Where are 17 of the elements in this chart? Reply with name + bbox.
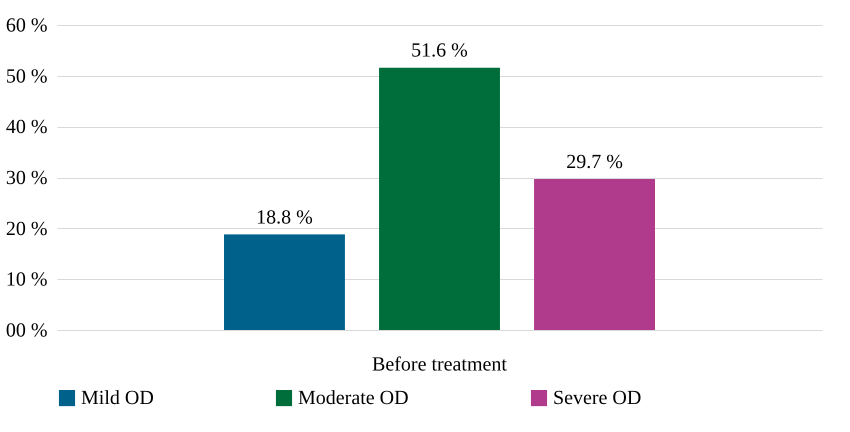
- y-tick-label: 10 %: [6, 268, 48, 291]
- data-label: 29.7 %: [566, 151, 623, 174]
- legend-label: Mild OD: [81, 387, 154, 409]
- bar: [534, 179, 655, 330]
- y-tick-label: 60 %: [6, 14, 48, 36]
- y-tick-label: 40 %: [6, 116, 48, 138]
- y-tick-label: 50 %: [6, 65, 48, 88]
- x-tick-label: Before treatment: [372, 354, 508, 376]
- y-tick-label: 30 %: [6, 167, 48, 189]
- legend-label: Moderate OD: [298, 387, 409, 409]
- legend-label: Severe OD: [553, 387, 642, 409]
- y-tick-label: 00 %: [6, 320, 48, 342]
- bar: [224, 234, 345, 330]
- bar: [379, 68, 500, 330]
- y-tick-label: 20 %: [6, 218, 48, 240]
- data-label: 18.8 %: [256, 206, 313, 228]
- data-label: 51.6 %: [411, 40, 468, 62]
